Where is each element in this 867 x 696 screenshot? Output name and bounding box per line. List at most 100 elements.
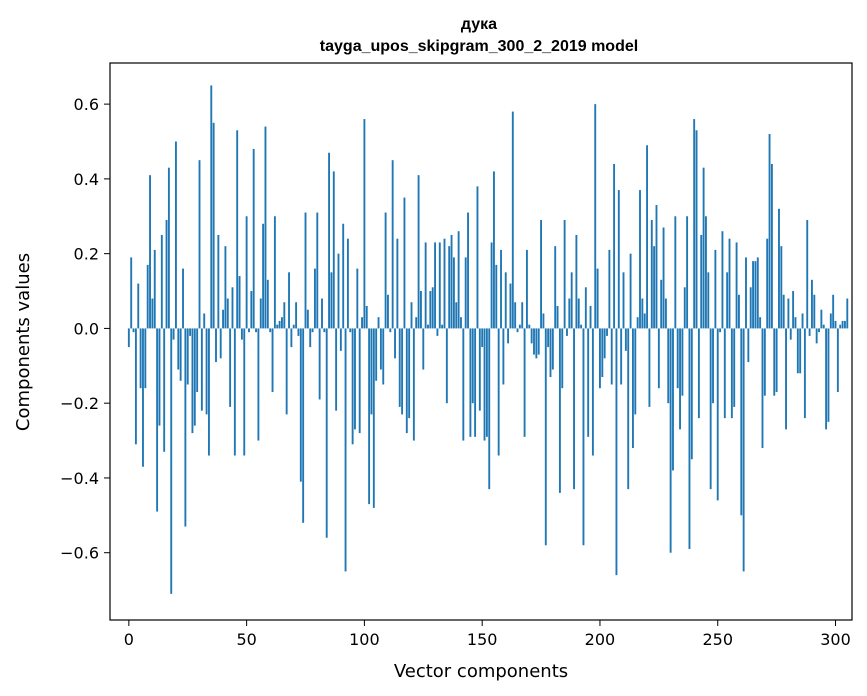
bar: [344, 328, 347, 572]
bar: [657, 328, 660, 389]
bar: [302, 328, 305, 523]
bar: [530, 328, 533, 344]
bar: [205, 328, 208, 415]
bar: [843, 320, 846, 329]
bar: [191, 328, 194, 434]
bar: [443, 238, 446, 329]
bar: [558, 328, 561, 493]
bar: [697, 328, 700, 419]
bar: [627, 328, 630, 490]
bar: [735, 242, 738, 329]
bar: [431, 287, 434, 329]
bar: [415, 317, 418, 329]
bar: [217, 234, 220, 329]
bar: [290, 328, 293, 348]
bar: [533, 328, 535, 355]
bar: [846, 298, 849, 329]
bar: [455, 302, 458, 329]
bar: [624, 328, 627, 351]
bar: [516, 328, 519, 333]
bar: [641, 298, 644, 329]
bar: [544, 328, 547, 546]
bar: [622, 272, 625, 329]
bar: [662, 227, 665, 329]
bar: [664, 298, 667, 329]
bar: [417, 175, 420, 329]
bar: [467, 212, 469, 329]
bar: [335, 328, 338, 411]
bar: [488, 328, 491, 490]
bar: [325, 328, 328, 538]
y-axis-label: Components values: [13, 253, 34, 431]
bar: [134, 328, 137, 445]
bar: [648, 328, 651, 407]
bar: [436, 328, 439, 336]
bar: [266, 279, 269, 329]
bar: [389, 328, 392, 333]
y-axis: −0.6 −0.4 −0.2 0.0 0.2 0.4 0.6: [60, 95, 110, 563]
x-tick-label: 250: [702, 630, 733, 649]
bar: [770, 163, 773, 329]
bar: [137, 283, 140, 329]
bar: [259, 298, 262, 329]
bar: [200, 328, 203, 411]
bar: [511, 111, 514, 329]
bar: [634, 328, 637, 415]
bar: [361, 317, 363, 329]
bar: [570, 272, 573, 329]
bar: [775, 328, 778, 392]
bar: [167, 167, 170, 329]
bar: [681, 328, 684, 396]
bar: [172, 328, 175, 340]
bar: [749, 287, 752, 329]
x-tick-label: 50: [236, 630, 256, 649]
bar: [288, 272, 290, 329]
bar: [500, 249, 502, 329]
bar: [636, 317, 639, 329]
bar: [471, 328, 474, 404]
bar: [650, 220, 653, 329]
bar: [396, 238, 399, 329]
bar: [203, 313, 206, 329]
bar: [257, 328, 260, 441]
bar: [603, 328, 606, 359]
bar: [785, 328, 787, 430]
bar: [726, 272, 729, 329]
bar: [829, 313, 832, 329]
plot-frame: [109, 62, 853, 621]
bar: [236, 130, 239, 329]
bar: [773, 328, 776, 396]
bar: [219, 328, 222, 359]
bar: [403, 197, 406, 329]
bar: [229, 328, 232, 407]
bar: [620, 328, 623, 385]
bar: [384, 212, 387, 329]
bar: [189, 328, 192, 336]
bar: [182, 268, 184, 329]
bar: [761, 328, 764, 449]
bar: [262, 223, 265, 329]
bar: [422, 328, 425, 370]
bar: [497, 328, 500, 456]
bar: [700, 234, 703, 329]
bar: [476, 186, 479, 329]
y-tick-label: 0.6: [74, 95, 99, 114]
bar: [836, 328, 839, 392]
bar: [462, 328, 465, 441]
bar: [339, 328, 342, 351]
bar: [535, 328, 538, 359]
x-tick-label: 100: [349, 630, 380, 649]
bar: [832, 294, 835, 329]
bar: [768, 134, 771, 329]
bar: [690, 328, 693, 460]
bar: [264, 126, 267, 329]
bar: [834, 320, 837, 329]
bar: [591, 328, 594, 456]
bar: [323, 328, 326, 333]
bar: [354, 328, 356, 430]
bar: [318, 328, 321, 400]
bar: [631, 328, 634, 449]
bar: [728, 238, 731, 329]
bar: [825, 328, 828, 430]
